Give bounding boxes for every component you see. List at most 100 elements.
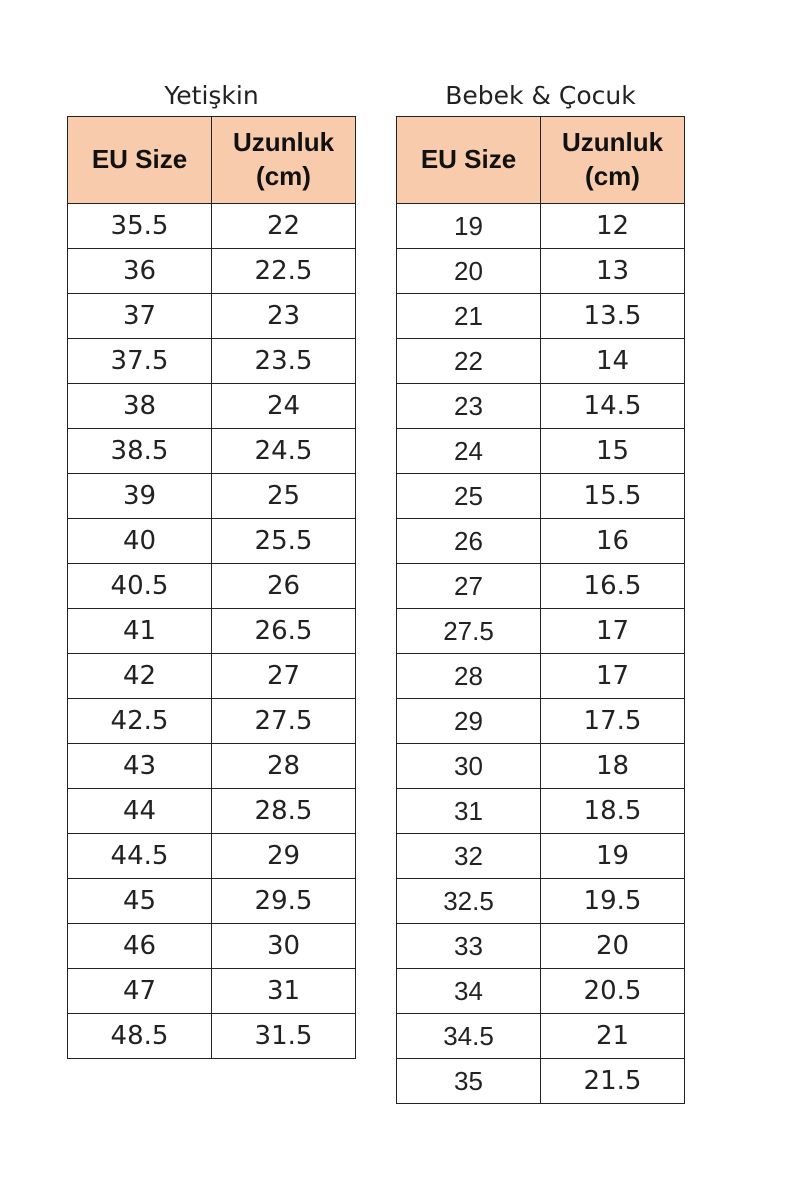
eu-size-cell: 43 [67, 743, 212, 789]
length-cell: 27 [211, 653, 356, 699]
eu-size-cell: 34 [396, 968, 541, 1014]
table-row: 47 31 [67, 968, 356, 1014]
length-cell: 20 [540, 923, 685, 969]
length-cell: 21.5 [540, 1058, 685, 1104]
length-cell: 16.5 [540, 563, 685, 609]
eu-size-cell: 30 [396, 743, 541, 789]
eu-size-cell: 32 [396, 833, 541, 879]
table-row: 42.5 27.5 [67, 698, 356, 744]
table-row: 27 16.5 [396, 563, 685, 609]
length-cell: 27.5 [211, 698, 356, 744]
table-row: 32 19 [396, 833, 685, 879]
eu-size-cell: 48.5 [67, 1013, 212, 1059]
table-row: 32.5 19.5 [396, 878, 685, 924]
table-row: 31 18.5 [396, 788, 685, 834]
length-cell: 18.5 [540, 788, 685, 834]
header-length: Uzunluk (cm) [540, 116, 685, 204]
length-cell: 14 [540, 338, 685, 384]
eu-size-cell: 41 [67, 608, 212, 654]
length-cell: 14.5 [540, 383, 685, 429]
kids-size-table-block: Bebek & Çocuk EU Size Uzunluk (cm) 19 12 2… [396, 76, 685, 1104]
table-row: 30 18 [396, 743, 685, 789]
table-row: 39 25 [67, 473, 356, 519]
length-cell: 19.5 [540, 878, 685, 924]
eu-size-cell: 42 [67, 653, 212, 699]
length-cell: 16 [540, 518, 685, 564]
table-row: 48.5 31.5 [67, 1013, 356, 1059]
length-cell: 20.5 [540, 968, 685, 1014]
length-cell: 26.5 [211, 608, 356, 654]
length-cell: 24.5 [211, 428, 356, 474]
length-cell: 31 [211, 968, 356, 1014]
table-row: 36 22.5 [67, 248, 356, 294]
eu-size-cell: 40 [67, 518, 212, 564]
eu-size-cell: 24 [396, 428, 541, 474]
eu-size-cell: 37 [67, 293, 212, 339]
adult-table-title: Yetişkin [164, 81, 259, 110]
kids-size-table: EU Size Uzunluk (cm) 19 12 20 13 21 13.5 22 14 2… [396, 116, 685, 1104]
length-cell: 15 [540, 428, 685, 474]
eu-size-cell: 46 [67, 923, 212, 969]
table-row: 33 20 [396, 923, 685, 969]
eu-size-cell: 32.5 [396, 878, 541, 924]
length-cell: 13 [540, 248, 685, 294]
table-row: 38 24 [67, 383, 356, 429]
header-eu-size: EU Size [67, 116, 212, 204]
table-row: 40 25.5 [67, 518, 356, 564]
eu-size-cell: 26 [396, 518, 541, 564]
length-cell: 21 [540, 1013, 685, 1059]
table-row: 37 23 [67, 293, 356, 339]
eu-size-cell: 28 [396, 653, 541, 699]
length-cell: 17.5 [540, 698, 685, 744]
length-cell: 29.5 [211, 878, 356, 924]
table-row: 21 13.5 [396, 293, 685, 339]
table-row: 29 17.5 [396, 698, 685, 744]
length-cell: 26 [211, 563, 356, 609]
eu-size-cell: 29 [396, 698, 541, 744]
eu-size-cell: 39 [67, 473, 212, 519]
table-row: 38.5 24.5 [67, 428, 356, 474]
table-row: 26 16 [396, 518, 685, 564]
eu-size-cell: 33 [396, 923, 541, 969]
table-row: 23 14.5 [396, 383, 685, 429]
length-cell: 24 [211, 383, 356, 429]
eu-size-cell: 35.5 [67, 203, 212, 249]
table-row: 34.5 21 [396, 1013, 685, 1059]
length-cell: 23 [211, 293, 356, 339]
table-row: 27.5 17 [396, 608, 685, 654]
eu-size-cell: 27 [396, 563, 541, 609]
table-row: 20 13 [396, 248, 685, 294]
table-row: 46 30 [67, 923, 356, 969]
table-row: 24 15 [396, 428, 685, 474]
eu-size-cell: 42.5 [67, 698, 212, 744]
eu-size-cell: 23 [396, 383, 541, 429]
length-cell: 25 [211, 473, 356, 519]
length-cell: 15.5 [540, 473, 685, 519]
length-cell: 28 [211, 743, 356, 789]
length-cell: 22 [211, 203, 356, 249]
eu-size-cell: 34.5 [396, 1013, 541, 1059]
eu-size-cell: 40.5 [67, 563, 212, 609]
eu-size-cell: 37.5 [67, 338, 212, 384]
length-cell: 13.5 [540, 293, 685, 339]
eu-size-cell: 19 [396, 203, 541, 249]
eu-size-cell: 44.5 [67, 833, 212, 879]
adult-size-table: EU Size Uzunluk (cm) 35.5 22 36 22.5 37 23 37.… [67, 116, 356, 1059]
length-cell: 31.5 [211, 1013, 356, 1059]
length-cell: 23.5 [211, 338, 356, 384]
table-row: 22 14 [396, 338, 685, 384]
header-eu-size: EU Size [396, 116, 541, 204]
table-row: 44 28.5 [67, 788, 356, 834]
adult-size-table-block: Yetişkin EU Size Uzunluk (cm) 35.5 22 36 22… [67, 76, 356, 1059]
table-row: 35.5 22 [67, 203, 356, 249]
length-cell: 22.5 [211, 248, 356, 294]
table-row: 44.5 29 [67, 833, 356, 879]
eu-size-cell: 45 [67, 878, 212, 924]
table-row: 25 15.5 [396, 473, 685, 519]
eu-size-cell: 38.5 [67, 428, 212, 474]
header-length: Uzunluk (cm) [211, 116, 356, 204]
eu-size-cell: 22 [396, 338, 541, 384]
eu-size-cell: 47 [67, 968, 212, 1014]
table-row: 19 12 [396, 203, 685, 249]
table-row: 28 17 [396, 653, 685, 699]
